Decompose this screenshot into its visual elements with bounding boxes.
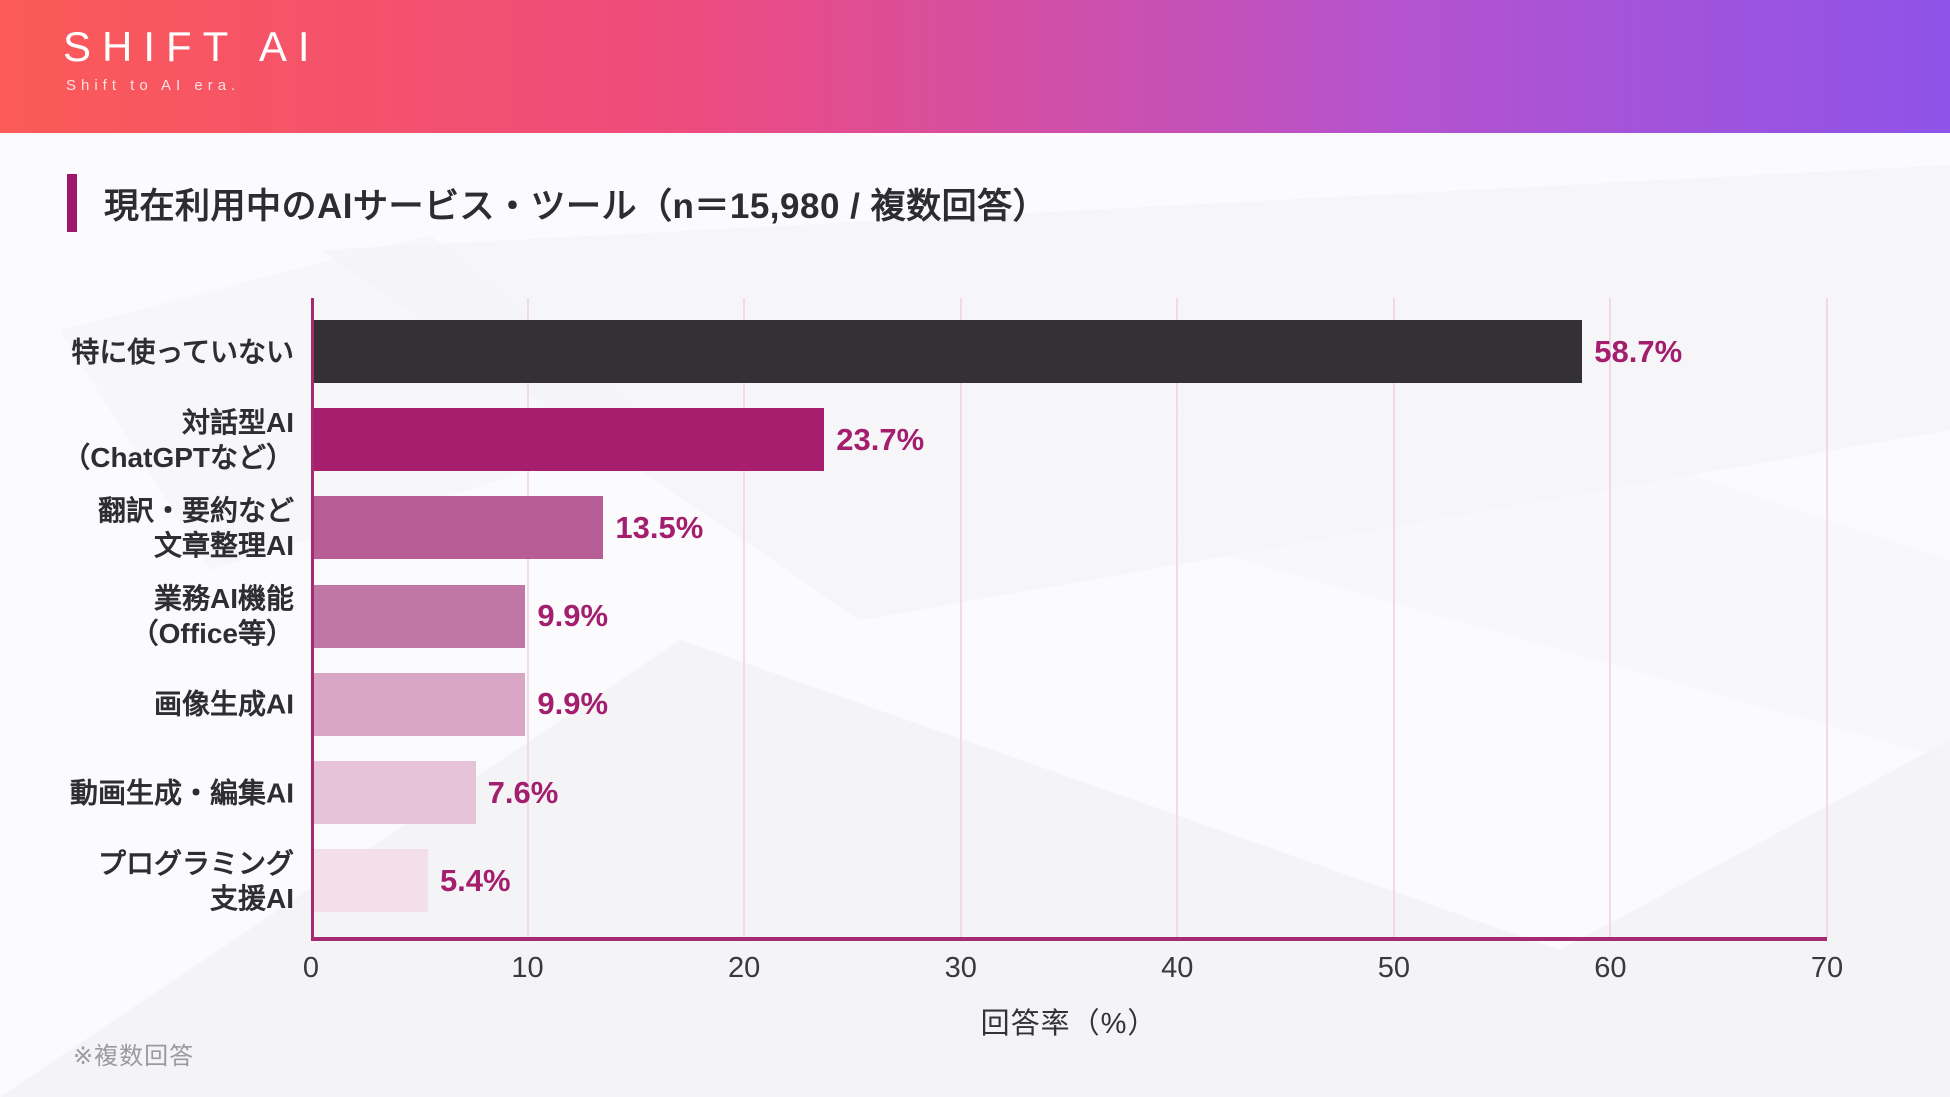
bar-chart: 特に使っていない 58.7% 対話型AI （ChatGPTなど） 23.7% 翻訳・要約… (62, 298, 1843, 1040)
x-tick-label: 10 (511, 952, 544, 984)
gridline (1609, 298, 1612, 938)
category-label: 翻訳・要約など 文章整理AI (97, 494, 294, 561)
gridline (1392, 298, 1395, 938)
logo-tagline: Shift to AI era. (66, 77, 241, 94)
footnote: ※複数回答 (73, 1043, 195, 1070)
gridline (1176, 298, 1179, 938)
x-tick-label: 50 (1377, 952, 1410, 984)
logo-text: SHIFT AI (63, 23, 321, 70)
category-label: 動画生成・編集AI (69, 777, 294, 808)
value-label: 9.9% (537, 686, 609, 722)
gridline (743, 298, 746, 938)
title-accent-bar (67, 174, 77, 232)
x-tick-label: 0 (302, 952, 320, 984)
bar-row: 業務AI機能 （Office等） 9.9% (131, 583, 1827, 649)
gridline (526, 298, 529, 938)
y-axis-line (311, 298, 314, 938)
page-title: 現在利用中のAIサービス・ツール（n＝15,980 / 複数回答） (104, 186, 1049, 226)
x-axis-line (311, 937, 1827, 941)
x-tick-label: 20 (728, 952, 761, 984)
category-label: 業務AI機能 （Office等） (130, 583, 294, 650)
x-tick-label: 40 (1161, 952, 1194, 984)
value-label: 13.5% (615, 509, 704, 545)
value-label: 58.7% (1594, 333, 1683, 369)
bar-row: 特に使っていない 58.7% (71, 320, 1827, 383)
shift-ai-logo: SHIFT AI Shift to AI era. (63, 23, 321, 95)
chart-title-row: 現在利用中のAIサービス・ツール（n＝15,980 / 複数回答） (67, 174, 1048, 232)
category-label: 画像生成AI (153, 688, 294, 720)
bar-row: プログラミング 支援AI 5.4% (98, 848, 1827, 914)
bar-row: 動画生成・編集AI 7.6% (70, 761, 1827, 824)
value-label: 23.7% (836, 421, 925, 457)
bar (311, 849, 428, 913)
bar-row: 画像生成AI 9.9% (154, 672, 1827, 736)
value-label: 9.9% (537, 598, 609, 634)
bar-row: 対話型AI （ChatGPTなど） 23.7% (62, 407, 1827, 473)
x-axis-ticks: 0 10 20 30 40 50 60 70 (303, 952, 1843, 992)
bar (311, 320, 1583, 383)
category-label: 特に使っていない (71, 336, 294, 367)
bar-row: 翻訳・要約など 文章整理AI 13.5% (98, 495, 1827, 561)
x-tick-label: 60 (1594, 952, 1627, 984)
bar (311, 672, 526, 736)
category-label: プログラミング 支援AI (97, 847, 294, 914)
category-label: 対話型AI （ChatGPTなど） (62, 406, 294, 473)
gridline (1826, 298, 1828, 938)
x-axis-label: 回答率（%） (980, 1008, 1158, 1040)
x-tick-label: 30 (944, 952, 977, 984)
bar (311, 496, 604, 560)
value-label: 7.6% (487, 774, 559, 810)
value-label: 5.4% (439, 862, 511, 898)
header-banner: SHIFT AI Shift to AI era. (0, 0, 1950, 133)
bar (311, 408, 825, 472)
gridline (959, 298, 962, 938)
bar (311, 584, 526, 648)
bars-layer: 特に使っていない 58.7% 対話型AI （ChatGPTなど） 23.7% 翻訳・要約… (62, 298, 1827, 938)
x-tick-label: 70 (1810, 952, 1844, 984)
bar (311, 761, 476, 824)
